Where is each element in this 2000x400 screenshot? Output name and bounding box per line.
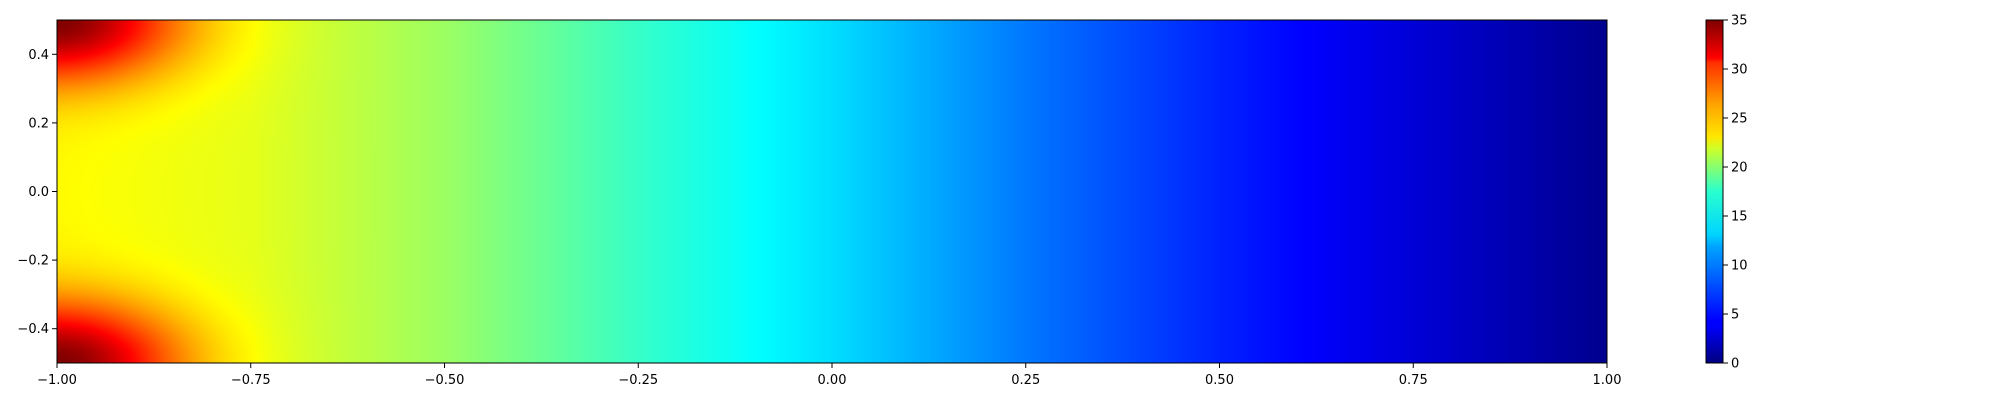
y-tick-label: 0.4 [28,48,49,63]
x-tick-label: −0.50 [425,373,465,388]
colorbar-tick-label: 20 [1731,161,1748,176]
colorbar-tick-label: 0 [1731,357,1739,372]
y-tick-label: −0.2 [17,254,49,269]
plot-area [57,20,1607,363]
colorbar-tick-label: 30 [1731,63,1748,78]
heatmap-field [57,20,1607,363]
x-tick-label: 0.50 [1205,373,1234,388]
y-axis: 0.4 0.2 0.0 −0.2 −0.4 [17,48,57,337]
x-tick-label: 1.00 [1593,373,1622,388]
y-tick-label: 0.0 [28,185,49,200]
x-tick-label: 0.75 [1399,373,1428,388]
x-tick-label: −1.00 [37,373,77,388]
x-tick-label: 0.25 [1011,373,1040,388]
colorbar-tick-label: 5 [1731,308,1739,323]
y-tick-label: 0.2 [28,116,49,131]
colorbar-tick-label: 35 [1731,14,1748,29]
colorbar-tick-label: 10 [1731,259,1748,274]
y-tick-label: −0.4 [17,322,49,337]
x-axis: −1.00 −0.75 −0.50 −0.25 0.00 0.25 0.50 0.75 1.00 [37,363,1621,388]
colorbar: 35 30 25 20 15 10 5 0 [1705,14,1748,372]
x-tick-label: −0.25 [618,373,658,388]
colorbar-gradient [1705,19,1724,364]
x-tick-label: −0.75 [231,373,271,388]
colorbar-tick-label: 15 [1731,210,1748,225]
x-tick-label: 0.00 [818,373,847,388]
colorbar-tick-label: 25 [1731,112,1748,127]
colorbar-axis: 35 30 25 20 15 10 5 0 [1723,14,1748,372]
